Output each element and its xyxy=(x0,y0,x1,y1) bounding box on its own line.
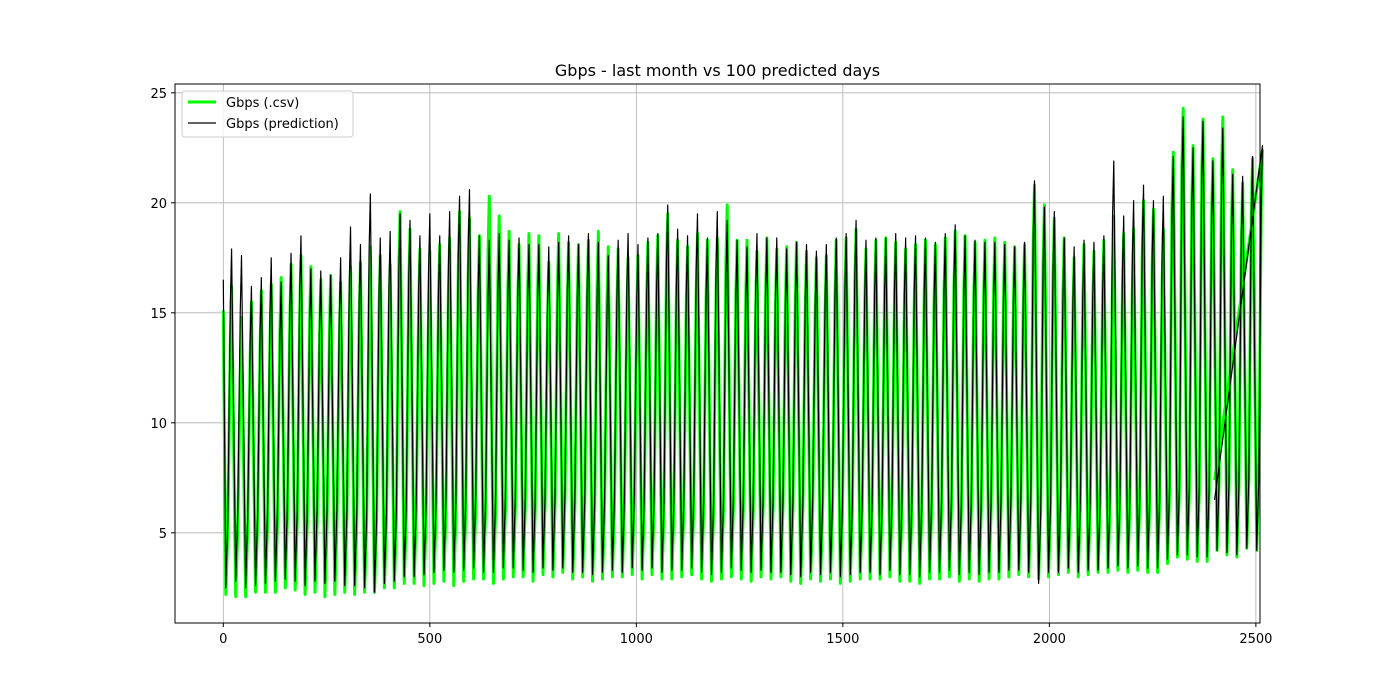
y-tick-label: 5 xyxy=(159,527,167,542)
x-tick-label: 2500 xyxy=(1239,632,1272,647)
x-tick-label: 2000 xyxy=(1033,632,1066,647)
y-tick-label: 25 xyxy=(150,87,167,102)
plot-area xyxy=(221,106,1264,599)
axes-frame xyxy=(174,83,1261,624)
x-tick-label: 1000 xyxy=(620,632,653,647)
x-tick-label: 500 xyxy=(417,632,442,647)
y-tick-label: 10 xyxy=(150,417,167,432)
y-tick-label: 20 xyxy=(150,197,167,212)
legend-label-csv: Gbps (.csv) xyxy=(226,96,299,111)
series-line-prediction xyxy=(222,116,1264,593)
x-tick-label: 1500 xyxy=(826,632,859,647)
legend-box xyxy=(181,90,354,138)
chart-title: Gbps - last month vs 100 predicted days xyxy=(555,61,880,80)
legend: Gbps (.csv) Gbps (prediction) xyxy=(181,90,354,138)
y-tick-label: 15 xyxy=(150,307,167,322)
x-axis: 0 500 1000 1500 2000 2500 xyxy=(219,623,1272,647)
y-axis: 5 10 15 20 25 xyxy=(150,87,175,542)
legend-label-prediction: Gbps (prediction) xyxy=(226,117,339,132)
x-tick-label: 0 xyxy=(219,632,227,647)
